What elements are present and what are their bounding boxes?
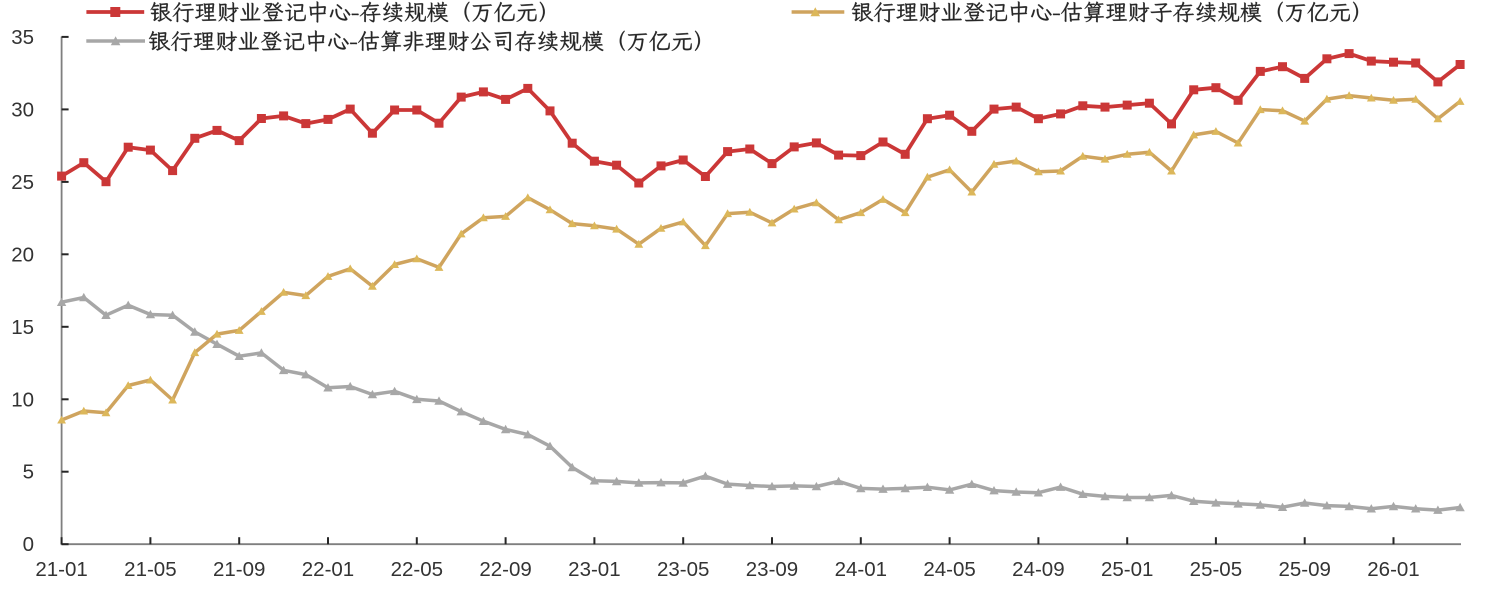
svg-text:24-05: 24-05 [923, 558, 975, 581]
svg-text:24-01: 24-01 [835, 558, 887, 581]
svg-text:5: 5 [23, 461, 34, 484]
svg-text:21-05: 21-05 [124, 558, 176, 581]
svg-text:25-05: 25-05 [1190, 558, 1242, 581]
svg-text:24-09: 24-09 [1012, 558, 1064, 581]
svg-text:25-09: 25-09 [1278, 558, 1330, 581]
svg-text:0: 0 [23, 533, 34, 556]
svg-text:22-05: 22-05 [391, 558, 443, 581]
svg-text:20: 20 [11, 243, 34, 266]
svg-text:25: 25 [11, 171, 34, 194]
svg-text:23-01: 23-01 [568, 558, 620, 581]
svg-text:22-09: 22-09 [479, 558, 531, 581]
svg-text:15: 15 [11, 316, 34, 339]
svg-text:25-01: 25-01 [1101, 558, 1153, 581]
svg-text:23-05: 23-05 [657, 558, 709, 581]
svg-text:21-01: 21-01 [35, 558, 87, 581]
svg-text:10: 10 [11, 388, 34, 411]
svg-text:22-01: 22-01 [302, 558, 354, 581]
svg-text:30: 30 [11, 98, 34, 121]
svg-text:35: 35 [11, 26, 34, 49]
svg-text:21-09: 21-09 [213, 558, 265, 581]
svg-text:23-09: 23-09 [746, 558, 798, 581]
svg-text:26-01: 26-01 [1367, 558, 1419, 581]
